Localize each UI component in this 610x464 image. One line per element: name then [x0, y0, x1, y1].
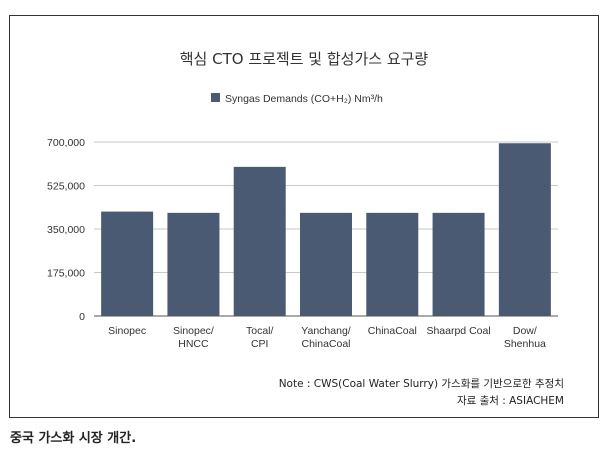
figure-caption: 중국 가스화 시장 개간. — [10, 431, 137, 446]
bar-chart: 핵심 CTO 프로젝트 및 합성가스 요구량 Syngas Demands (CO… — [47, 50, 564, 407]
x-tick-label: Tocal/ — [246, 325, 274, 337]
y-tick-label: 0 — [79, 311, 85, 323]
legend-swatch — [211, 93, 220, 102]
x-tick-label: Shaarpd Coal — [426, 325, 490, 337]
bar — [300, 212, 352, 316]
y-tick-label: 525,000 — [47, 181, 85, 193]
x-tick-label: Sinopec — [108, 325, 146, 337]
x-tick-label: CPI — [251, 338, 269, 350]
bar — [366, 212, 419, 316]
chart-title: 핵심 CTO 프로젝트 및 합성가스 요구량 — [180, 50, 429, 68]
y-tick-label: 350,000 — [47, 224, 85, 236]
x-tick-label: Yanchang/ — [301, 325, 351, 337]
chart-source: 자료 출처 : ASIACHEM — [457, 395, 564, 407]
x-tick-label: ChinaCoal — [301, 338, 350, 350]
chart-frame: 핵심 CTO 프로젝트 및 합성가스 요구량 Syngas Demands (CO… — [9, 15, 599, 418]
x-tick-label: Shenhua — [504, 338, 546, 350]
chart-note: Note : CWS(Coal Water Slurry) 가스화를 기반으로한… — [279, 378, 564, 390]
bar — [432, 212, 485, 316]
bar — [167, 212, 220, 316]
legend-label: Syngas Demands (CO+H₂) Nm³/h — [225, 93, 383, 105]
x-tick-label: Dow/ — [513, 325, 537, 337]
bar — [101, 211, 154, 316]
y-tick-label: 175,000 — [47, 268, 85, 280]
x-tick-label: ChinaCoal — [368, 325, 417, 337]
x-tick-label: Sinopec/ — [173, 325, 214, 337]
y-tick-label: 700,000 — [47, 137, 85, 149]
bar — [498, 143, 551, 316]
x-tick-label: HNCC — [178, 338, 209, 350]
bar — [233, 166, 286, 316]
